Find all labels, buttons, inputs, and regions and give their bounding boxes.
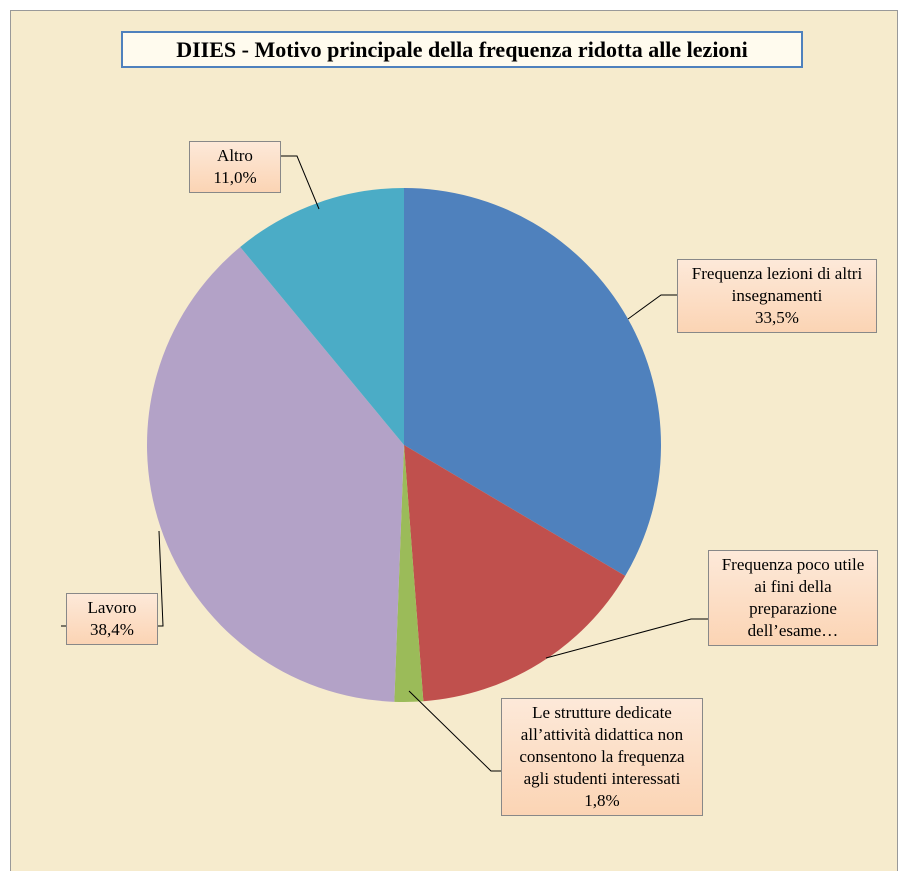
pie-slice xyxy=(394,445,424,702)
category-label: Le strutture dedicate all’attività didat… xyxy=(519,703,685,788)
data-label: Le strutture dedicate all’attività didat… xyxy=(501,698,703,816)
category-label: Lavoro xyxy=(87,598,137,617)
chart-area: DIIES - Motivo principale della frequenz… xyxy=(10,10,898,871)
value-label: 11,0% xyxy=(213,168,257,187)
data-label: Frequenza lezioni di altri insegnamenti 3… xyxy=(677,259,877,333)
category-label: Frequenza poco utile ai fini della prepa… xyxy=(721,555,865,640)
leader-line xyxy=(281,155,320,210)
pie-slice xyxy=(404,188,661,576)
data-label: Lavoro 38,4% xyxy=(66,593,158,645)
category-label: Frequenza lezioni di altri insegnamenti xyxy=(691,264,863,305)
pie-slice xyxy=(147,246,404,702)
data-label: Frequenza poco utile ai fini della prepa… xyxy=(708,550,878,646)
category-label: Altro xyxy=(217,146,253,165)
pie-slice xyxy=(240,188,404,445)
value-label: 38,4% xyxy=(90,620,134,639)
value-label: 33,5% xyxy=(755,308,799,327)
pie-slice xyxy=(404,445,626,702)
chart xyxy=(61,155,708,772)
leader-line xyxy=(61,530,164,627)
chart-title: DIIES - Motivo principale della frequenz… xyxy=(121,31,803,68)
data-label: Altro 11,0% xyxy=(189,141,281,193)
leader-line xyxy=(408,690,501,772)
leader-line xyxy=(627,294,677,320)
leader-line xyxy=(545,618,708,659)
value-label: 1,8% xyxy=(584,791,620,810)
